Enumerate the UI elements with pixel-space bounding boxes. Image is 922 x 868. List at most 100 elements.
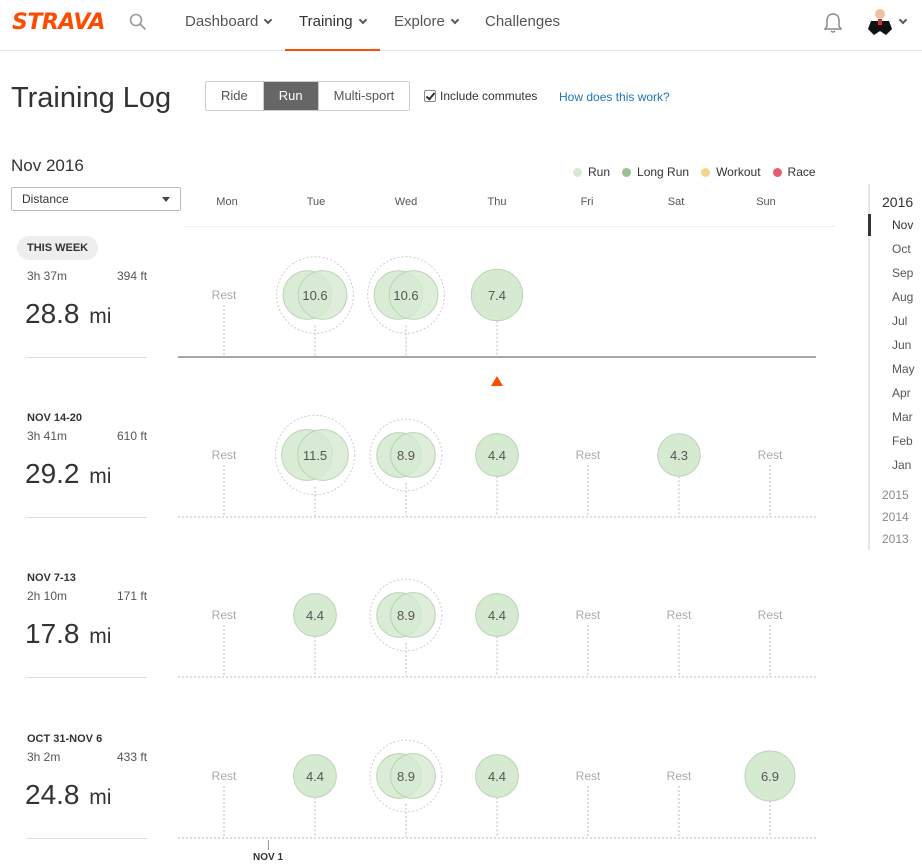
activity-value: 11.5 bbox=[303, 448, 327, 463]
week-label: NOV 7-13 bbox=[27, 572, 76, 584]
month-link-nov[interactable]: Nov bbox=[892, 218, 914, 232]
week-elevation: 610 ft bbox=[117, 429, 148, 443]
month-link-feb[interactable]: Feb bbox=[892, 434, 913, 448]
month-link-may[interactable]: May bbox=[892, 362, 915, 376]
activity-value: 8.9 bbox=[397, 448, 415, 463]
nav-explore[interactable]: Explore bbox=[394, 13, 460, 51]
week-distance: 24.8 mi bbox=[25, 779, 111, 811]
legend-dot bbox=[701, 167, 711, 177]
week-label: NOV 14-20 bbox=[27, 412, 83, 424]
include-commutes-label: Include commutes bbox=[440, 89, 538, 103]
day-header-thu: Thu bbox=[487, 196, 507, 208]
week-summary-divider bbox=[27, 838, 147, 839]
week-row-nov-7-13: NOV 7-13 2h 10m 171 ft 17.8 mi Rest 4.4 8.… bbox=[0, 550, 840, 710]
legend-label: Workout bbox=[716, 165, 761, 179]
sport-tab-multisport[interactable]: Multi-sport bbox=[318, 82, 410, 110]
week-summary-divider bbox=[27, 517, 147, 518]
week-distance-value: 29.2 bbox=[25, 458, 80, 489]
week-chart: Rest 11.5 8.9 4.4 Rest 4.3 Rest bbox=[178, 414, 816, 518]
legend-label: Long Run bbox=[637, 165, 690, 179]
month-link-jan[interactable]: Jan bbox=[892, 458, 912, 472]
activity-bubble bbox=[297, 429, 349, 481]
day-header-tue: Tue bbox=[306, 196, 326, 208]
activity-bubble bbox=[390, 753, 436, 799]
legend-item-run: Run bbox=[573, 165, 610, 179]
week-distance: 29.2 mi bbox=[25, 458, 111, 490]
today-marker-icon bbox=[491, 376, 503, 386]
strava-logo[interactable]: STRAVA bbox=[12, 10, 105, 35]
week-distance-unit: mi bbox=[89, 625, 112, 648]
legend-item-workout: Workout bbox=[701, 165, 761, 179]
activity-outline bbox=[276, 256, 354, 334]
day-header-wed: Wed bbox=[394, 196, 418, 208]
include-commutes[interactable]: Include commutes bbox=[424, 89, 537, 103]
year-2013[interactable]: 2013 bbox=[882, 532, 909, 546]
metric-dropdown[interactable]: Distance bbox=[11, 187, 181, 211]
week-chart: Rest 10.6 10.6 7.4 bbox=[178, 256, 816, 358]
activity-bubble bbox=[390, 432, 436, 478]
week-summary-divider bbox=[27, 357, 147, 358]
week-elevation: 433 ft bbox=[117, 750, 148, 764]
nav-dashboard-label: Dashboard bbox=[185, 13, 259, 30]
activity-bubble bbox=[475, 754, 519, 798]
bell-icon[interactable] bbox=[823, 12, 843, 34]
include-commutes-checkbox[interactable] bbox=[424, 90, 436, 102]
activity-value: 4.4 bbox=[306, 608, 324, 623]
month-link-mar[interactable]: Mar bbox=[892, 410, 913, 424]
week-distance-value: 28.8 bbox=[25, 298, 80, 329]
activity-bubble bbox=[293, 754, 337, 798]
search-icon[interactable] bbox=[129, 13, 147, 31]
activity-bubble bbox=[475, 433, 519, 477]
rest-label: Rest bbox=[212, 769, 237, 783]
week-distance: 17.8 mi bbox=[25, 618, 111, 650]
rest-label: Rest bbox=[576, 608, 601, 622]
legend-label: Run bbox=[588, 165, 611, 179]
rest-label: Rest bbox=[212, 608, 237, 622]
week-row-oct-31-nov-6: OCT 31-NOV 6 3h 2m 433 ft 24.8 mi Rest 4.… bbox=[0, 711, 840, 868]
activity-value: 10.6 bbox=[393, 288, 418, 303]
top-navigation: STRAVA Dashboard Training Explore Challe… bbox=[0, 0, 922, 51]
legend: Run Long Run Workout Race bbox=[573, 165, 828, 179]
activity-value: 6.9 bbox=[761, 769, 779, 784]
month-link-jun[interactable]: Jun bbox=[892, 338, 912, 352]
nav-challenges-label: Challenges bbox=[485, 13, 561, 30]
legend-dot bbox=[573, 167, 582, 177]
rest-label: Rest bbox=[758, 448, 783, 462]
month-link-oct[interactable]: Oct bbox=[892, 242, 911, 256]
nav-training-label: Training bbox=[299, 13, 353, 30]
nav-training[interactable]: Training bbox=[285, 13, 380, 51]
week-chart: Rest 4.4 8.9 4.4 Rest Rest Rest bbox=[178, 578, 816, 678]
activity-value: 4.3 bbox=[670, 448, 688, 463]
month-title: Nov 2016 bbox=[11, 156, 84, 175]
year-2016[interactable]: 2016 bbox=[882, 194, 914, 210]
legend-item-race: Race bbox=[772, 165, 816, 179]
week-time: 3h 37m bbox=[27, 269, 68, 283]
week-time: 2h 10m bbox=[27, 589, 68, 603]
month-link-apr[interactable]: Apr bbox=[892, 386, 911, 400]
day-header-fri: Fri bbox=[580, 196, 594, 208]
activity-outline bbox=[367, 256, 445, 334]
activity-value: 4.4 bbox=[488, 448, 506, 463]
month-link-aug[interactable]: Aug bbox=[892, 290, 914, 304]
avatar[interactable] bbox=[866, 7, 894, 37]
metric-dropdown-value: Distance bbox=[22, 192, 69, 206]
week-time: 3h 2m bbox=[27, 750, 61, 764]
chevron-down-icon bbox=[358, 15, 367, 25]
how-does-this-work-link[interactable]: How does this work? bbox=[559, 90, 670, 104]
week-summary-divider bbox=[27, 677, 147, 678]
year-2014[interactable]: 2014 bbox=[882, 510, 909, 524]
month-link-jul[interactable]: Jul bbox=[892, 314, 908, 328]
sport-tab-ride[interactable]: Ride bbox=[206, 82, 264, 110]
nav-challenges[interactable]: Challenges bbox=[485, 13, 560, 51]
activity-outline bbox=[369, 418, 443, 492]
nav-dashboard[interactable]: Dashboard bbox=[185, 13, 273, 51]
activity-bubble bbox=[470, 268, 524, 322]
chevron-down-icon[interactable] bbox=[898, 15, 908, 25]
sport-tab-run[interactable]: Run bbox=[263, 82, 319, 110]
month-start-label: NOV 1 bbox=[253, 852, 284, 863]
month-link-sep[interactable]: Sep bbox=[892, 266, 914, 280]
activity-value: 4.4 bbox=[306, 769, 324, 784]
year-2015[interactable]: 2015 bbox=[882, 488, 909, 502]
week-distance-value: 24.8 bbox=[25, 779, 80, 810]
week-time: 3h 41m bbox=[27, 429, 68, 443]
